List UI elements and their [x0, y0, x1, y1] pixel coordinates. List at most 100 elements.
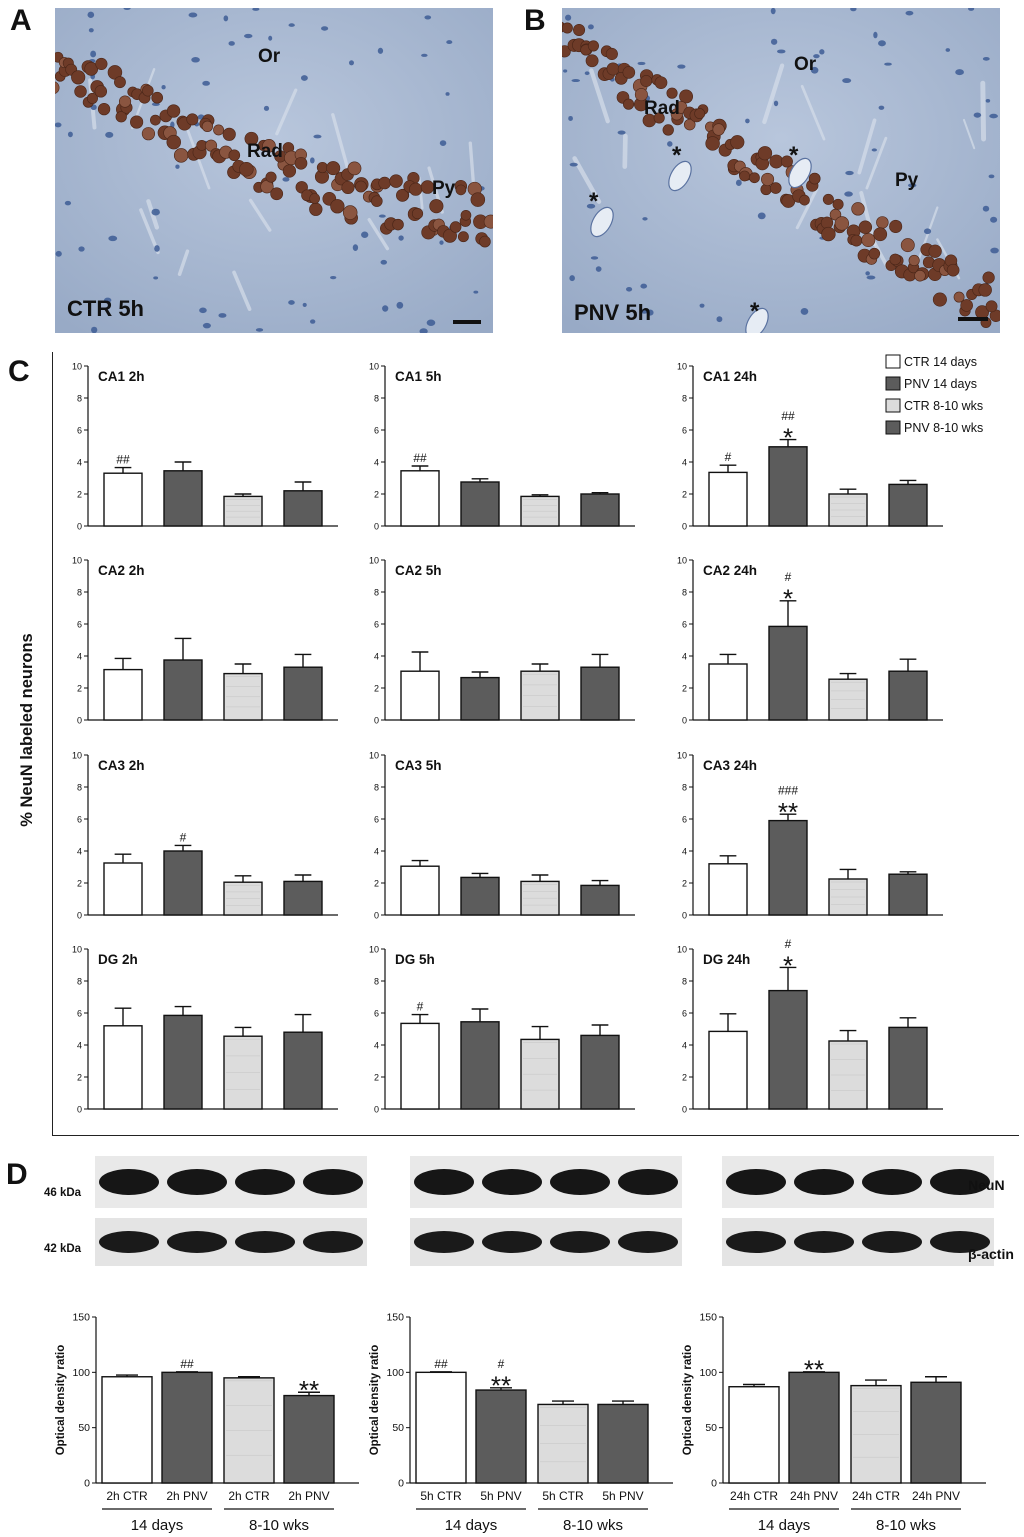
y-tick-label: 2 — [682, 490, 687, 500]
neun-positive-nucleus — [411, 207, 424, 220]
glial-nucleus — [745, 118, 750, 124]
neun-positive-nucleus — [683, 118, 696, 131]
glial-nucleus — [255, 328, 264, 332]
vacuole — [590, 206, 614, 238]
vessel-streak — [800, 84, 826, 141]
glial-nucleus — [439, 240, 444, 245]
chart-title: DG 24h — [703, 952, 750, 967]
neun-positive-nucleus — [74, 85, 87, 98]
glial-nucleus — [382, 305, 389, 312]
glial-nucleus — [263, 105, 270, 111]
neun-positive-nucleus — [228, 149, 241, 162]
neun-positive-nucleus — [953, 291, 965, 303]
neun-positive-nucleus — [749, 172, 760, 184]
glial-nucleus — [640, 283, 648, 289]
glial-nucleus — [810, 66, 819, 74]
y-tick-label: 4 — [682, 1041, 687, 1051]
x-tick-label: 2h PNV — [166, 1489, 207, 1503]
bar — [910, 1381, 962, 1484]
legend-item-ctr-14-days: CTR 14 days — [885, 354, 977, 369]
region-label-py: Py — [895, 170, 919, 191]
chart-title: CA3 5h — [395, 758, 442, 773]
band-neun — [794, 1169, 854, 1195]
neun-positive-nucleus — [396, 189, 409, 202]
bar — [888, 873, 928, 916]
vacuole — [788, 157, 812, 189]
neun-positive-nucleus — [86, 92, 98, 104]
glial-nucleus — [667, 141, 673, 147]
glial-nucleus — [313, 134, 322, 139]
significance-hash: ## — [116, 453, 130, 467]
neun-positive-nucleus — [780, 155, 793, 168]
glial-nucleus — [123, 8, 131, 10]
glial-nucleus — [637, 61, 646, 66]
neun-positive-nucleus — [141, 127, 156, 141]
glial-nucleus — [424, 15, 432, 20]
vacuole — [745, 307, 769, 333]
y-tick-label: 100 — [72, 1367, 90, 1379]
y-tick-label: 150 — [699, 1312, 717, 1324]
y-tick-label: 6 — [682, 815, 687, 825]
glial-nucleus — [842, 78, 852, 84]
glial-nucleus — [640, 308, 649, 314]
significance-hash: ## — [781, 409, 795, 423]
micrograph-ctr: Or Rad Py CTR 5h — [55, 8, 493, 333]
y-tick-label: 50 — [705, 1422, 717, 1434]
glial-nucleus — [866, 275, 876, 280]
glial-nucleus — [377, 47, 384, 54]
bar — [728, 1386, 780, 1484]
y-tick-label: 0 — [77, 716, 82, 726]
neun-positive-nucleus — [587, 40, 599, 52]
bar — [103, 472, 143, 527]
band-neun — [726, 1169, 786, 1195]
vessel-streak — [275, 88, 298, 136]
x-tick-label: 5h PNV — [480, 1489, 521, 1503]
glial-nucleus — [626, 287, 633, 292]
significance-hash: # — [725, 450, 732, 464]
glial-nucleus — [268, 35, 273, 41]
neun-positive-nucleus — [239, 161, 254, 177]
region-label-rad: Rad — [247, 141, 283, 162]
glial-nucleus — [982, 56, 990, 61]
glial-nucleus — [439, 140, 447, 147]
y-tick-label: 8 — [374, 977, 379, 987]
glial-nucleus — [473, 290, 479, 294]
y-tick-label: 8 — [374, 394, 379, 404]
vessel-streak — [962, 118, 976, 150]
bar-chart: CA2 24h 0 2 4 6 8 10 *# — [677, 556, 943, 726]
panel-c-ylabel-text: % NeuN labeled neurons — [18, 633, 36, 826]
y-tick-label: 6 — [682, 426, 687, 436]
glial-nucleus — [223, 15, 229, 22]
x-tick-label: 5h CTR — [420, 1489, 462, 1503]
glial-nucleus — [989, 113, 998, 119]
band-actin — [482, 1231, 542, 1253]
neun-positive-nucleus — [115, 111, 127, 123]
region-label-rad: Rad — [644, 98, 680, 119]
y-tick-label: 4 — [374, 847, 379, 857]
y-tick-label: 4 — [374, 652, 379, 662]
y-tick-label: 4 — [374, 458, 379, 468]
neun-positive-nucleus — [694, 108, 706, 120]
neun-positive-nucleus — [114, 76, 126, 89]
glial-nucleus — [590, 256, 599, 260]
glial-nucleus — [568, 115, 573, 122]
significance-asterisk: ** — [491, 1371, 511, 1401]
band-neun — [862, 1169, 922, 1195]
vessel-streak — [857, 118, 877, 175]
band-neun — [482, 1169, 542, 1195]
y-tick-label: 0 — [682, 911, 687, 921]
glial-nucleus — [884, 62, 892, 66]
y-tick-label: 2 — [682, 879, 687, 889]
legend-label: CTR 8-10 wks — [904, 399, 983, 413]
bar-chart: DG 2h 0 2 4 6 8 10 — [72, 945, 338, 1115]
band-neun — [414, 1169, 474, 1195]
vessel-streak — [186, 129, 211, 190]
y-tick-label: 2 — [77, 684, 82, 694]
y-tick-label: 2 — [374, 879, 379, 889]
glial-nucleus — [161, 85, 166, 90]
neun-positive-nucleus — [213, 124, 225, 136]
y-tick-label: 150 — [72, 1312, 90, 1324]
y-tick-label: 0 — [682, 522, 687, 532]
legend-label: CTR 14 days — [904, 355, 977, 369]
y-axis-label: Optical density ratio — [55, 1345, 67, 1456]
